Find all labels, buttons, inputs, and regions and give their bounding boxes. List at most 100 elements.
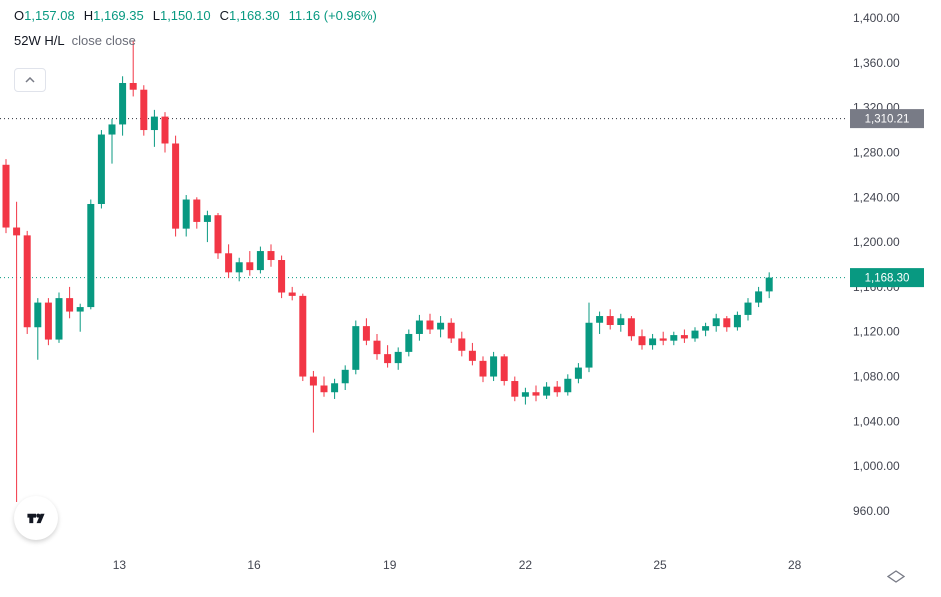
candle-body xyxy=(585,322,593,368)
candle-body xyxy=(288,292,296,296)
price-scale-settings-icon[interactable] xyxy=(885,567,907,585)
candle-body xyxy=(119,82,127,125)
candle-body xyxy=(214,215,222,254)
candle-body xyxy=(479,360,487,377)
candle-body xyxy=(172,143,180,229)
price-tick-label[interactable]: 1,200.00 xyxy=(853,235,900,249)
candle-body xyxy=(150,116,158,131)
candle-body xyxy=(299,295,307,377)
candle-body xyxy=(225,253,233,273)
candle-body xyxy=(659,338,667,341)
candle-body xyxy=(755,291,763,303)
candle-body xyxy=(66,298,74,312)
high-label: H xyxy=(83,8,94,23)
price-tick-label[interactable]: 1,360.00 xyxy=(853,56,900,70)
open-value: 1,157.08 xyxy=(24,8,75,23)
candle-body xyxy=(680,335,688,339)
candle-body xyxy=(161,116,169,144)
candle-body xyxy=(87,203,95,308)
candle-body xyxy=(193,199,201,222)
candle-body xyxy=(733,314,741,328)
ohlc-readout: O 1,157.08 H 1,169.35 L 1,150.10 C 1,168.30 … xyxy=(14,8,377,23)
candle-body xyxy=(415,320,423,334)
candle-body xyxy=(362,326,370,341)
candle-body xyxy=(712,318,720,327)
candle-body xyxy=(447,322,455,339)
tradingview-logo[interactable] xyxy=(14,496,58,540)
time-tick-label[interactable]: 19 xyxy=(383,558,397,572)
candle-body xyxy=(702,326,710,331)
candle-body xyxy=(394,351,402,364)
open-label: O xyxy=(14,8,25,23)
price-tick-label[interactable]: 1,080.00 xyxy=(853,370,900,384)
high-value: 1,169.35 xyxy=(93,8,144,23)
candle-body xyxy=(596,316,604,323)
candle-body xyxy=(500,356,508,382)
candle-body xyxy=(574,367,582,379)
time-tick-label[interactable]: 22 xyxy=(519,558,533,572)
candle-body xyxy=(638,336,646,346)
candle-body xyxy=(352,326,360,370)
price-tick-label[interactable]: 1,240.00 xyxy=(853,190,900,204)
time-tick-label[interactable]: 25 xyxy=(653,558,667,572)
candle-body xyxy=(76,307,84,312)
low-label: L xyxy=(152,8,160,23)
candle-body xyxy=(341,369,349,384)
candle-body xyxy=(108,124,116,135)
indicator-name: 52W H/L xyxy=(14,33,65,48)
current-price-badge-label: 1,168.30 xyxy=(865,273,910,285)
tradingview-logo-icon xyxy=(24,506,48,530)
candle-body xyxy=(426,320,434,330)
close-value: 1,168.30 xyxy=(228,8,280,23)
candle-body xyxy=(331,383,339,393)
price-tick-label[interactable]: 960.00 xyxy=(853,504,890,518)
candle-body xyxy=(267,251,275,261)
candle-body xyxy=(97,134,105,204)
chevron-up-icon xyxy=(25,77,35,83)
candle-body xyxy=(670,335,678,341)
price-tick-label[interactable]: 1,040.00 xyxy=(853,414,900,428)
close-label: C xyxy=(219,8,229,23)
candle-body xyxy=(129,82,137,90)
candle-body xyxy=(140,89,148,131)
candle-body xyxy=(606,316,614,326)
candle-body xyxy=(511,381,519,397)
candle-body xyxy=(691,330,699,339)
price-tick-label[interactable]: 1,120.00 xyxy=(853,325,900,339)
candle-body xyxy=(617,318,625,326)
candle-body xyxy=(765,277,773,292)
price-tick-label[interactable]: 1,000.00 xyxy=(853,459,900,473)
low-value: 1,150.10 xyxy=(159,8,211,23)
candle-body xyxy=(468,350,476,361)
candle-body xyxy=(458,338,466,351)
candle-body xyxy=(553,386,561,393)
time-tick-label[interactable]: 13 xyxy=(113,558,127,572)
price-tick-label[interactable]: 1,400.00 xyxy=(853,11,900,25)
change-value: 11.16 (+0.96%) xyxy=(288,8,377,23)
current-price-badge[interactable] xyxy=(850,268,924,288)
candle-body xyxy=(256,251,264,271)
chart-legend: O 1,157.08 H 1,169.35 L 1,150.10 C 1,168.30 … xyxy=(14,8,377,48)
candle-body xyxy=(309,376,317,386)
candle-body xyxy=(246,262,254,271)
candle-body xyxy=(521,392,529,397)
candle-body xyxy=(23,235,31,328)
candle-body xyxy=(384,354,392,364)
52w-high-badge[interactable] xyxy=(850,109,924,129)
time-tick-label[interactable]: 28 xyxy=(788,558,802,572)
candle-body xyxy=(437,322,445,330)
52w-high-badge-label: 1,310.21 xyxy=(865,114,910,126)
candle-body xyxy=(34,302,42,328)
candle-body xyxy=(44,302,52,340)
candle-body xyxy=(649,338,657,346)
candle-body xyxy=(182,199,190,229)
indicator-params: close close xyxy=(71,33,136,48)
indicator-legend-row[interactable]: 52W H/L close close xyxy=(14,33,377,48)
time-tick-label[interactable]: 16 xyxy=(247,558,261,572)
candle-body xyxy=(490,356,498,377)
candle-body xyxy=(55,298,63,340)
collapse-legend-button[interactable] xyxy=(14,68,46,92)
price-tick-label[interactable]: 1,280.00 xyxy=(853,145,900,159)
